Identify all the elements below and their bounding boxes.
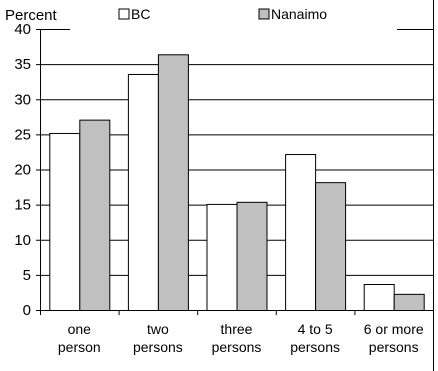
- bar-nanaimo-1: [79, 119, 111, 311]
- y-axis-label: Percent: [5, 7, 58, 24]
- legend-swatch-nanaimo: [258, 8, 270, 20]
- y-tick-label: 5: [23, 267, 31, 284]
- legend-swatch-bc: [118, 8, 130, 20]
- y-tick-label: 40: [14, 21, 31, 38]
- x-category-label: three persons: [212, 321, 262, 355]
- y-tick-label: 35: [14, 56, 31, 73]
- axes: [40, 29, 434, 315]
- y-tick-label: 0: [23, 302, 31, 319]
- y-tick-label: 20: [14, 162, 31, 179]
- bar-bc-5: [363, 284, 395, 312]
- x-category-label: two persons: [133, 321, 183, 355]
- legend: BC Nanaimo: [118, 6, 327, 22]
- bar-nanaimo-5: [393, 293, 425, 311]
- bar-bc-3: [206, 203, 238, 311]
- bar-nanaimo-3: [236, 201, 268, 311]
- legend-label-nanaimo: Nanaimo: [271, 6, 327, 22]
- y-tick-label: 15: [14, 197, 31, 214]
- legend-label-bc: BC: [131, 6, 150, 22]
- x-category-label: 4 to 5 persons: [290, 321, 340, 355]
- x-category-label: 6 or more persons: [364, 321, 424, 355]
- y-tick-label: 25: [14, 126, 31, 143]
- bar-bc-1: [49, 132, 81, 311]
- bars: [49, 54, 425, 312]
- bar-bc-2: [127, 73, 159, 311]
- x-category-label: one person: [58, 321, 101, 355]
- x-axis-labels: one person two persons three persons 4 to 5 per…: [58, 321, 424, 355]
- bar-nanaimo-2: [157, 54, 189, 312]
- bar-nanaimo-4: [315, 182, 347, 312]
- y-tick-label: 30: [14, 91, 31, 108]
- y-tick-label: 10: [14, 232, 31, 249]
- bar-bc-4: [285, 154, 317, 311]
- y-axis-ticks: 0 5 10 15 20 25 30 35 40: [14, 21, 40, 319]
